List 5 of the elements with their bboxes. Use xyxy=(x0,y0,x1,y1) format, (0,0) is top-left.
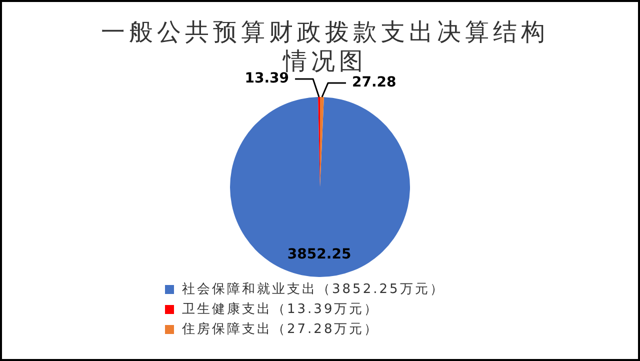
data-label: 3852.25 xyxy=(287,246,352,263)
data-label: 27.28 xyxy=(352,74,396,91)
legend-label: 卫生健康支出（13.39万元） xyxy=(182,301,380,318)
legend-label: 社会保障和就业支出（3852.25万元） xyxy=(182,281,445,298)
legend-label: 住房保障支出（27.28万元） xyxy=(182,321,380,338)
